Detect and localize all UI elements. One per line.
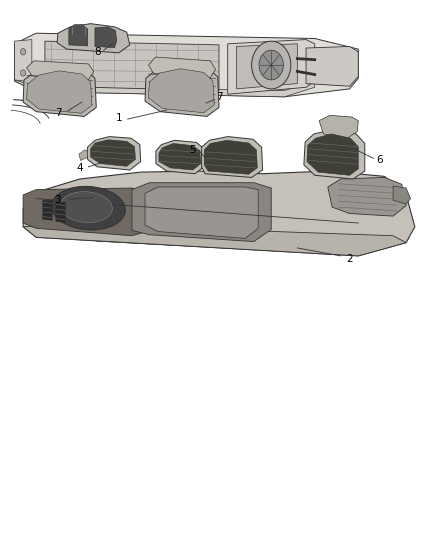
Ellipse shape: [52, 187, 125, 230]
Polygon shape: [45, 41, 219, 91]
Polygon shape: [14, 39, 32, 82]
Text: 7: 7: [215, 92, 223, 102]
Polygon shape: [304, 130, 365, 179]
Polygon shape: [306, 46, 358, 86]
Polygon shape: [43, 200, 52, 220]
Polygon shape: [156, 140, 205, 174]
Polygon shape: [14, 33, 358, 97]
Polygon shape: [23, 188, 145, 236]
Polygon shape: [228, 39, 315, 94]
Polygon shape: [237, 44, 297, 89]
Polygon shape: [91, 140, 135, 166]
Polygon shape: [319, 115, 358, 138]
Polygon shape: [23, 171, 415, 256]
Circle shape: [21, 49, 26, 55]
Polygon shape: [95, 27, 117, 47]
Polygon shape: [23, 66, 96, 116]
Polygon shape: [148, 57, 215, 78]
Circle shape: [252, 41, 291, 89]
Polygon shape: [328, 177, 406, 216]
Text: 5: 5: [190, 145, 196, 155]
Polygon shape: [132, 183, 271, 241]
Polygon shape: [307, 134, 358, 175]
Polygon shape: [159, 143, 201, 170]
Text: 2: 2: [346, 254, 353, 263]
Ellipse shape: [60, 192, 112, 223]
Text: 7: 7: [55, 108, 61, 118]
Polygon shape: [27, 61, 94, 80]
Polygon shape: [79, 150, 88, 160]
Text: 1: 1: [116, 113, 122, 123]
Polygon shape: [145, 64, 219, 116]
Polygon shape: [393, 186, 410, 204]
Circle shape: [21, 70, 26, 76]
Polygon shape: [80, 233, 323, 252]
Text: 8: 8: [94, 47, 100, 56]
Polygon shape: [57, 23, 130, 53]
Polygon shape: [88, 136, 141, 170]
Polygon shape: [69, 25, 88, 46]
Polygon shape: [56, 203, 65, 222]
Polygon shape: [201, 136, 262, 177]
Polygon shape: [204, 140, 257, 174]
Polygon shape: [27, 71, 92, 114]
Polygon shape: [14, 80, 315, 97]
Text: 4: 4: [76, 164, 83, 173]
Polygon shape: [148, 69, 214, 113]
Text: 3: 3: [55, 195, 61, 205]
Circle shape: [259, 50, 283, 80]
Polygon shape: [23, 224, 406, 256]
Text: 6: 6: [377, 156, 383, 165]
Polygon shape: [145, 187, 258, 238]
